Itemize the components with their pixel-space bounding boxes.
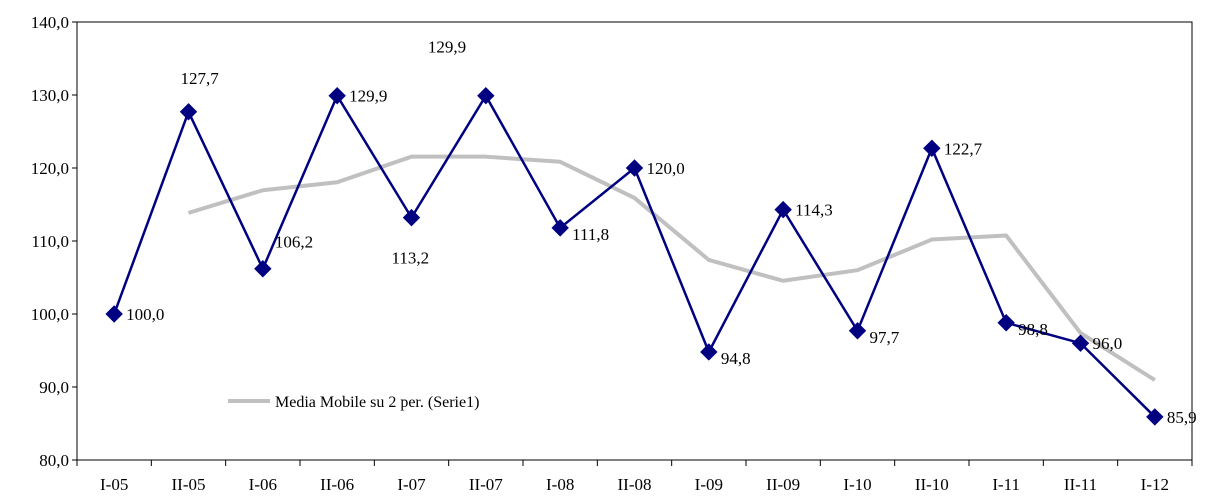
data-point-marker [774,200,792,219]
data-label: 97,7 [870,328,900,347]
x-tick-label: I-10 [843,475,871,494]
data-label: 127,7 [181,69,220,88]
data-point-marker [923,139,941,157]
x-tick-label: II-09 [766,475,800,494]
data-label: 96,0 [1093,334,1123,353]
data-markers [105,87,1164,426]
axes [76,21,1193,461]
data-label: 120,0 [647,159,685,178]
data-point-marker [477,87,495,105]
y-tick-label: 90,0 [39,378,69,397]
y-tick-label: 100,0 [31,305,69,324]
x-tick-label: II-06 [320,475,354,494]
plot-frame [76,21,1193,461]
y-tick-label: 130,0 [31,86,69,105]
x-tick-label: I-12 [1141,475,1169,494]
data-point-marker [1146,408,1164,426]
x-tick-label: II-08 [618,475,652,494]
data-point-marker [105,305,123,323]
series-lines [112,93,1156,418]
data-label: 98,8 [1018,320,1048,339]
data-label: 113,2 [392,249,430,268]
data-point-marker [551,219,569,237]
data-point-marker [402,208,421,227]
x-tick-label: I-08 [546,475,574,494]
data-label: 106,2 [275,233,313,252]
data-point-marker [179,103,198,121]
series-line [112,93,1156,418]
data-label: 111,8 [572,225,609,244]
moving-average-line [187,154,1156,382]
data-label: 122,7 [944,139,983,158]
data-label: 129,9 [349,87,387,106]
x-tick-label: I-07 [397,475,426,494]
data-point-marker [848,322,867,340]
data-label: 94,8 [721,349,751,368]
data-point-marker [625,159,644,177]
data-point-marker [997,314,1015,332]
x-tick-label: II-07 [469,475,503,494]
x-tick-label: I-05 [100,475,128,494]
data-label: 129,9 [428,38,466,57]
data-point-marker [328,87,346,105]
legend: Media Mobile su 2 per. (Serie1) [228,394,479,411]
data-labels: 100,0 127,7 106,2 129,9 113,2 129,9 111,8 120,0… [126,38,1196,427]
data-label: 100,0 [126,305,164,324]
data-point-marker [700,343,718,361]
data-label: 85,9 [1167,408,1197,427]
legend-label: Media Mobile su 2 per. (Serie1) [275,394,479,411]
x-tick-label: II-05 [172,475,206,494]
data-label: 114,3 [795,201,833,220]
x-tick-label: I-06 [249,475,277,494]
y-tick-label: 140,0 [31,13,69,32]
x-tick-label: I-09 [695,475,723,494]
x-tick-label: I-11 [992,475,1020,494]
data-point-marker [1071,334,1090,352]
y-axis-ticks: 80,0 90,0 100,0 110,0 120,0 130,0 140,0 [31,13,77,470]
x-axis-ticks: I-05 II-05 I-06 II-06 I-07 II-07 I-08 II-08 I-09… [76,460,1193,494]
data-point-marker [254,260,272,278]
y-tick-label: 80,0 [39,451,69,470]
x-tick-label: II-10 [915,475,949,494]
x-tick-label: II-11 [1064,475,1097,494]
y-tick-label: 110,0 [31,232,69,251]
y-tick-label: 120,0 [31,159,69,178]
